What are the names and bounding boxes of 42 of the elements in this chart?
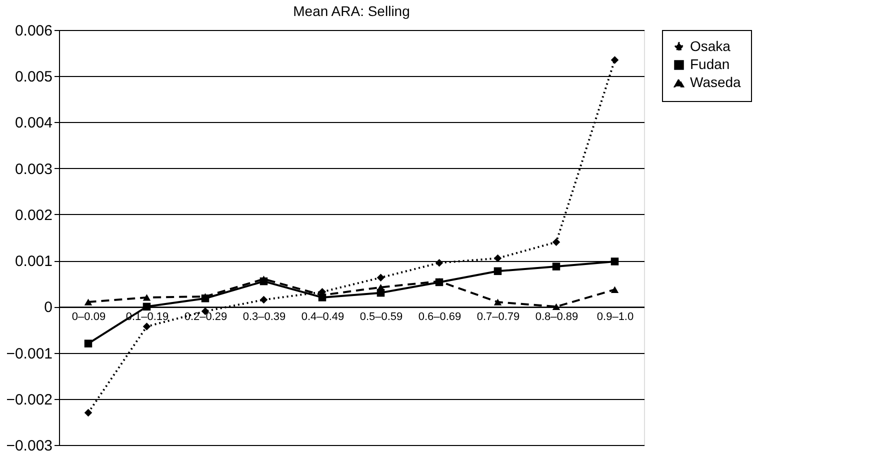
x-tick-label: 0.9–1.0	[596, 311, 634, 324]
point	[376, 274, 385, 282]
point	[435, 258, 444, 267]
point	[552, 238, 560, 246]
point	[494, 267, 502, 276]
y-tick-label: −0.002	[6, 391, 52, 408]
y-tick-label: −0.003	[6, 438, 52, 454]
point	[260, 296, 268, 304]
x-tick-label: 0.7–0.79	[476, 311, 520, 324]
y-tick-label: 0.001	[14, 253, 52, 270]
x-tick-label: 0.8–0.89	[535, 311, 578, 324]
y-tick-label: 0.005	[14, 68, 52, 86]
point	[142, 302, 151, 311]
point	[84, 340, 92, 348]
y-tick-label: −0.001	[6, 345, 52, 362]
point	[552, 262, 560, 270]
legend-label: Osaka	[690, 38, 731, 54]
point	[610, 56, 619, 64]
point	[142, 294, 151, 301]
x-tick-label: 0.2–0.29	[184, 311, 228, 324]
point	[494, 298, 502, 306]
x-tick-label: 0.5–0.59	[360, 311, 403, 324]
point	[376, 284, 385, 291]
y-tick-label: 0.006	[14, 22, 52, 40]
point	[610, 258, 619, 266]
point	[84, 298, 92, 306]
y-tick-label: 0.003	[14, 160, 52, 178]
x-tick-label: 0–0.09	[72, 311, 106, 324]
legend-label: Fudan	[690, 56, 730, 72]
x-tick-label: 0.3–0.39	[242, 311, 286, 324]
x-tick-label: 0.4–0.49	[301, 311, 344, 324]
point	[84, 408, 92, 417]
point	[552, 303, 560, 310]
chart-title: Mean ARA: Selling	[293, 3, 410, 19]
legend-label: Waseda	[690, 74, 742, 90]
point	[494, 254, 502, 262]
point	[610, 286, 619, 293]
y-tick-label: 0.004	[14, 114, 52, 132]
point	[142, 322, 151, 330]
x-tick-label: 0.6–0.69	[418, 311, 462, 324]
y-tick-label: 0.002	[14, 206, 52, 224]
y-tick-label: 0	[44, 299, 52, 316]
